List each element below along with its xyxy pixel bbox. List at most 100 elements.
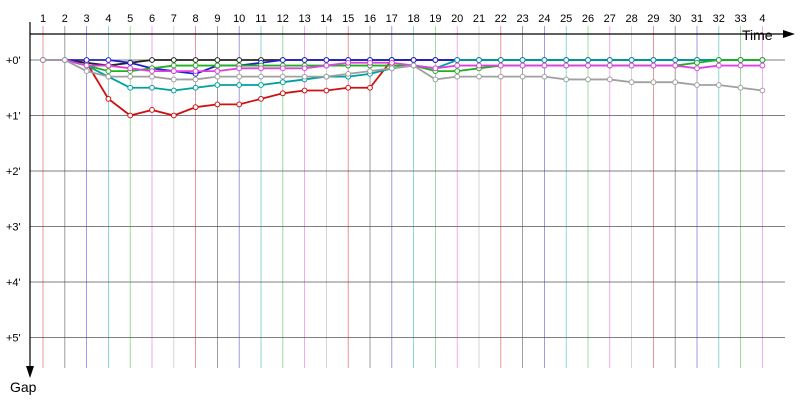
y-tick-label: +3' bbox=[6, 222, 21, 234]
data-point bbox=[541, 73, 548, 80]
data-point bbox=[519, 73, 526, 80]
data-point bbox=[323, 73, 330, 80]
x-tick-label: 1 bbox=[40, 13, 46, 25]
data-point bbox=[127, 73, 134, 80]
data-point bbox=[301, 87, 308, 94]
data-point bbox=[432, 57, 439, 63]
data-point bbox=[105, 68, 112, 74]
x-tick-label: 3 bbox=[84, 13, 90, 25]
data-point bbox=[323, 87, 330, 94]
x-tick-label: 8 bbox=[193, 13, 199, 25]
x-tick-label: 26 bbox=[582, 13, 594, 25]
x-tick-label: 29 bbox=[647, 13, 659, 25]
data-point bbox=[563, 57, 570, 63]
x-tick-label: 28 bbox=[625, 13, 637, 25]
data-point bbox=[694, 82, 700, 88]
data-point bbox=[214, 62, 221, 69]
data-point bbox=[149, 84, 155, 91]
data-point bbox=[236, 82, 243, 88]
data-point bbox=[410, 62, 417, 69]
data-point bbox=[149, 107, 155, 113]
data-point bbox=[214, 57, 221, 63]
data-point bbox=[759, 57, 766, 63]
data-point bbox=[628, 57, 635, 63]
data-point bbox=[345, 59, 352, 66]
data-point bbox=[105, 57, 112, 63]
data-point bbox=[83, 68, 90, 74]
data-point bbox=[541, 57, 548, 63]
x-tick-label: 5 bbox=[127, 13, 133, 25]
data-point bbox=[301, 65, 308, 72]
y-tick-label: +4' bbox=[6, 277, 21, 289]
series-line bbox=[43, 59, 763, 92]
y-tick-label: +5' bbox=[6, 333, 21, 345]
y-tick-label: +2' bbox=[6, 166, 21, 178]
x-axis-arrow bbox=[783, 30, 795, 38]
data-point bbox=[454, 62, 461, 69]
data-point bbox=[192, 84, 199, 91]
data-point bbox=[258, 73, 264, 80]
x-tick-label: 33 bbox=[734, 13, 746, 25]
data-point bbox=[127, 112, 134, 119]
data-point bbox=[127, 84, 134, 91]
data-point bbox=[454, 57, 461, 63]
data-point bbox=[236, 101, 243, 108]
data-point bbox=[40, 57, 46, 63]
data-point bbox=[170, 76, 177, 83]
data-point bbox=[170, 57, 177, 63]
data-point bbox=[737, 62, 744, 69]
data-point bbox=[519, 62, 526, 69]
data-point bbox=[170, 112, 177, 119]
x-tick-label: 4 bbox=[759, 13, 765, 25]
data-point bbox=[236, 73, 243, 80]
data-point bbox=[737, 84, 744, 91]
x-tick-label: 14 bbox=[320, 13, 332, 25]
data-point bbox=[432, 76, 439, 83]
x-tick-label: 4 bbox=[105, 13, 111, 25]
data-point bbox=[279, 79, 286, 86]
y-tick-label: +1' bbox=[6, 111, 21, 123]
x-tick-label: 13 bbox=[298, 13, 310, 25]
data-point bbox=[388, 59, 395, 66]
x-tick-label: 32 bbox=[713, 13, 725, 25]
data-point bbox=[585, 57, 591, 63]
data-point bbox=[258, 65, 264, 72]
x-tick-label: 24 bbox=[538, 13, 550, 25]
data-point bbox=[127, 65, 134, 72]
data-point bbox=[519, 57, 526, 63]
y-axis-arrow bbox=[26, 366, 34, 378]
x-tick-label: 9 bbox=[214, 13, 220, 25]
x-tick-label: 23 bbox=[516, 13, 528, 25]
data-point bbox=[236, 65, 243, 72]
data-point bbox=[585, 62, 591, 69]
data-point bbox=[279, 73, 286, 80]
x-tick-label: 21 bbox=[473, 13, 485, 25]
data-point bbox=[650, 79, 657, 86]
data-point bbox=[476, 57, 482, 63]
data-point bbox=[170, 62, 177, 69]
data-point bbox=[279, 90, 286, 97]
data-point bbox=[476, 73, 482, 80]
x-tick-label: 16 bbox=[364, 13, 376, 25]
data-point bbox=[149, 57, 155, 63]
data-point bbox=[149, 68, 155, 74]
data-point bbox=[672, 57, 679, 63]
data-point bbox=[236, 57, 243, 63]
data-point bbox=[454, 68, 461, 74]
data-point bbox=[454, 73, 461, 80]
data-point bbox=[323, 62, 330, 69]
data-point bbox=[214, 68, 221, 74]
x-tick-label: 31 bbox=[691, 13, 703, 25]
x-tick-label: 19 bbox=[429, 13, 441, 25]
data-point bbox=[192, 57, 199, 63]
data-point bbox=[715, 82, 722, 88]
data-point bbox=[585, 76, 591, 83]
x-tick-label: 6 bbox=[149, 13, 155, 25]
data-point bbox=[170, 68, 177, 74]
data-point bbox=[650, 57, 657, 63]
data-point bbox=[606, 76, 613, 83]
data-point bbox=[410, 57, 417, 63]
data-point bbox=[127, 59, 134, 66]
data-point bbox=[367, 84, 373, 91]
